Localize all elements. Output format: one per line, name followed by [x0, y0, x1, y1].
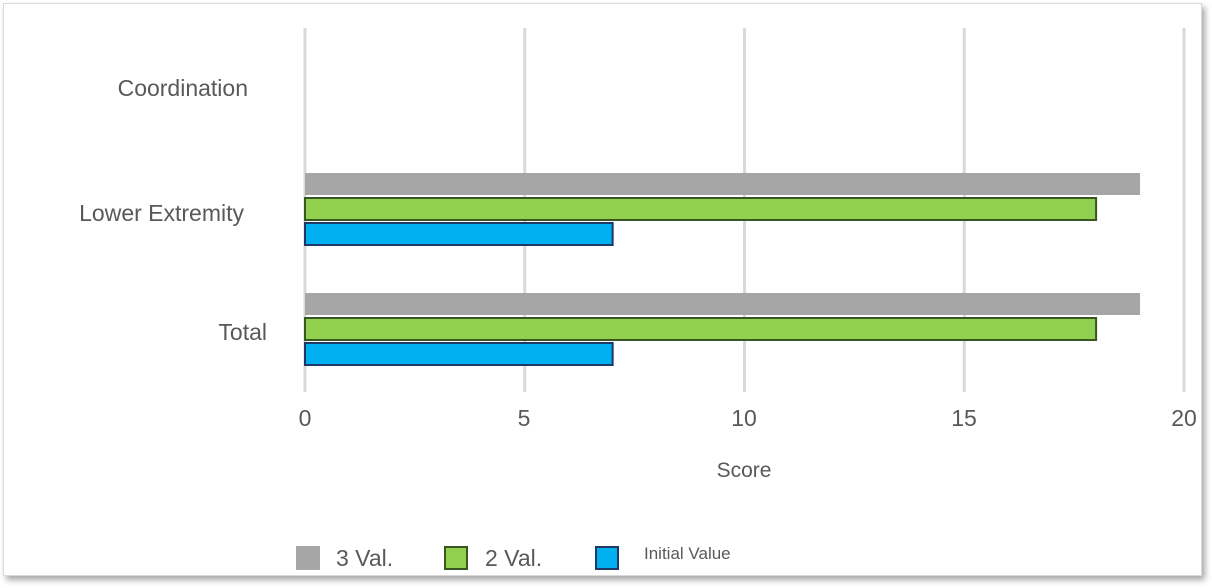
legend-item-2-val[interactable]: 2 Val.: [444, 545, 542, 571]
x-tick-label: 10: [731, 405, 757, 431]
category-labels: Coordination Lower Extremity Total: [79, 75, 267, 345]
x-tick-label: 0: [299, 405, 312, 431]
legend-item-3-val[interactable]: 3 Val.: [296, 545, 393, 571]
category-label-lower-extremity: Lower Extremity: [79, 200, 244, 226]
bars: [304, 173, 1141, 366]
x-tick-label: 20: [1171, 405, 1197, 431]
chart-frame: [3, 3, 1202, 576]
x-tick-label: 15: [951, 405, 977, 431]
legend-label-3-val: 3 Val.: [336, 545, 393, 571]
bar-2-val-lower-extremity: [304, 197, 1098, 221]
bar-initial-value-lower-extremity: [304, 222, 614, 246]
category-label-total: Total: [218, 319, 267, 345]
x-axis-title: Score: [717, 459, 772, 482]
x-tick-label: 5: [518, 405, 531, 431]
bar-initial-value-total: [304, 342, 614, 366]
legend-swatch-3-val: [296, 546, 320, 570]
category-label-coordination: Coordination: [118, 75, 248, 101]
bar-3-val-lower-extremity: [305, 173, 1141, 195]
legend-swatch-2-val: [444, 546, 468, 570]
legend: 3 Val. 2 Val. Initial Value: [296, 544, 731, 571]
legend-item-initial-value[interactable]: Initial Value: [595, 544, 731, 570]
bar-3-val-total: [305, 293, 1141, 315]
legend-swatch-initial-value: [595, 546, 619, 570]
bar-2-val-total: [304, 317, 1098, 341]
x-tick-labels: 0 5 10 15 20: [299, 405, 1197, 431]
legend-label-2-val: 2 Val.: [485, 545, 542, 571]
legend-label-initial-value: Initial Value: [644, 544, 731, 563]
